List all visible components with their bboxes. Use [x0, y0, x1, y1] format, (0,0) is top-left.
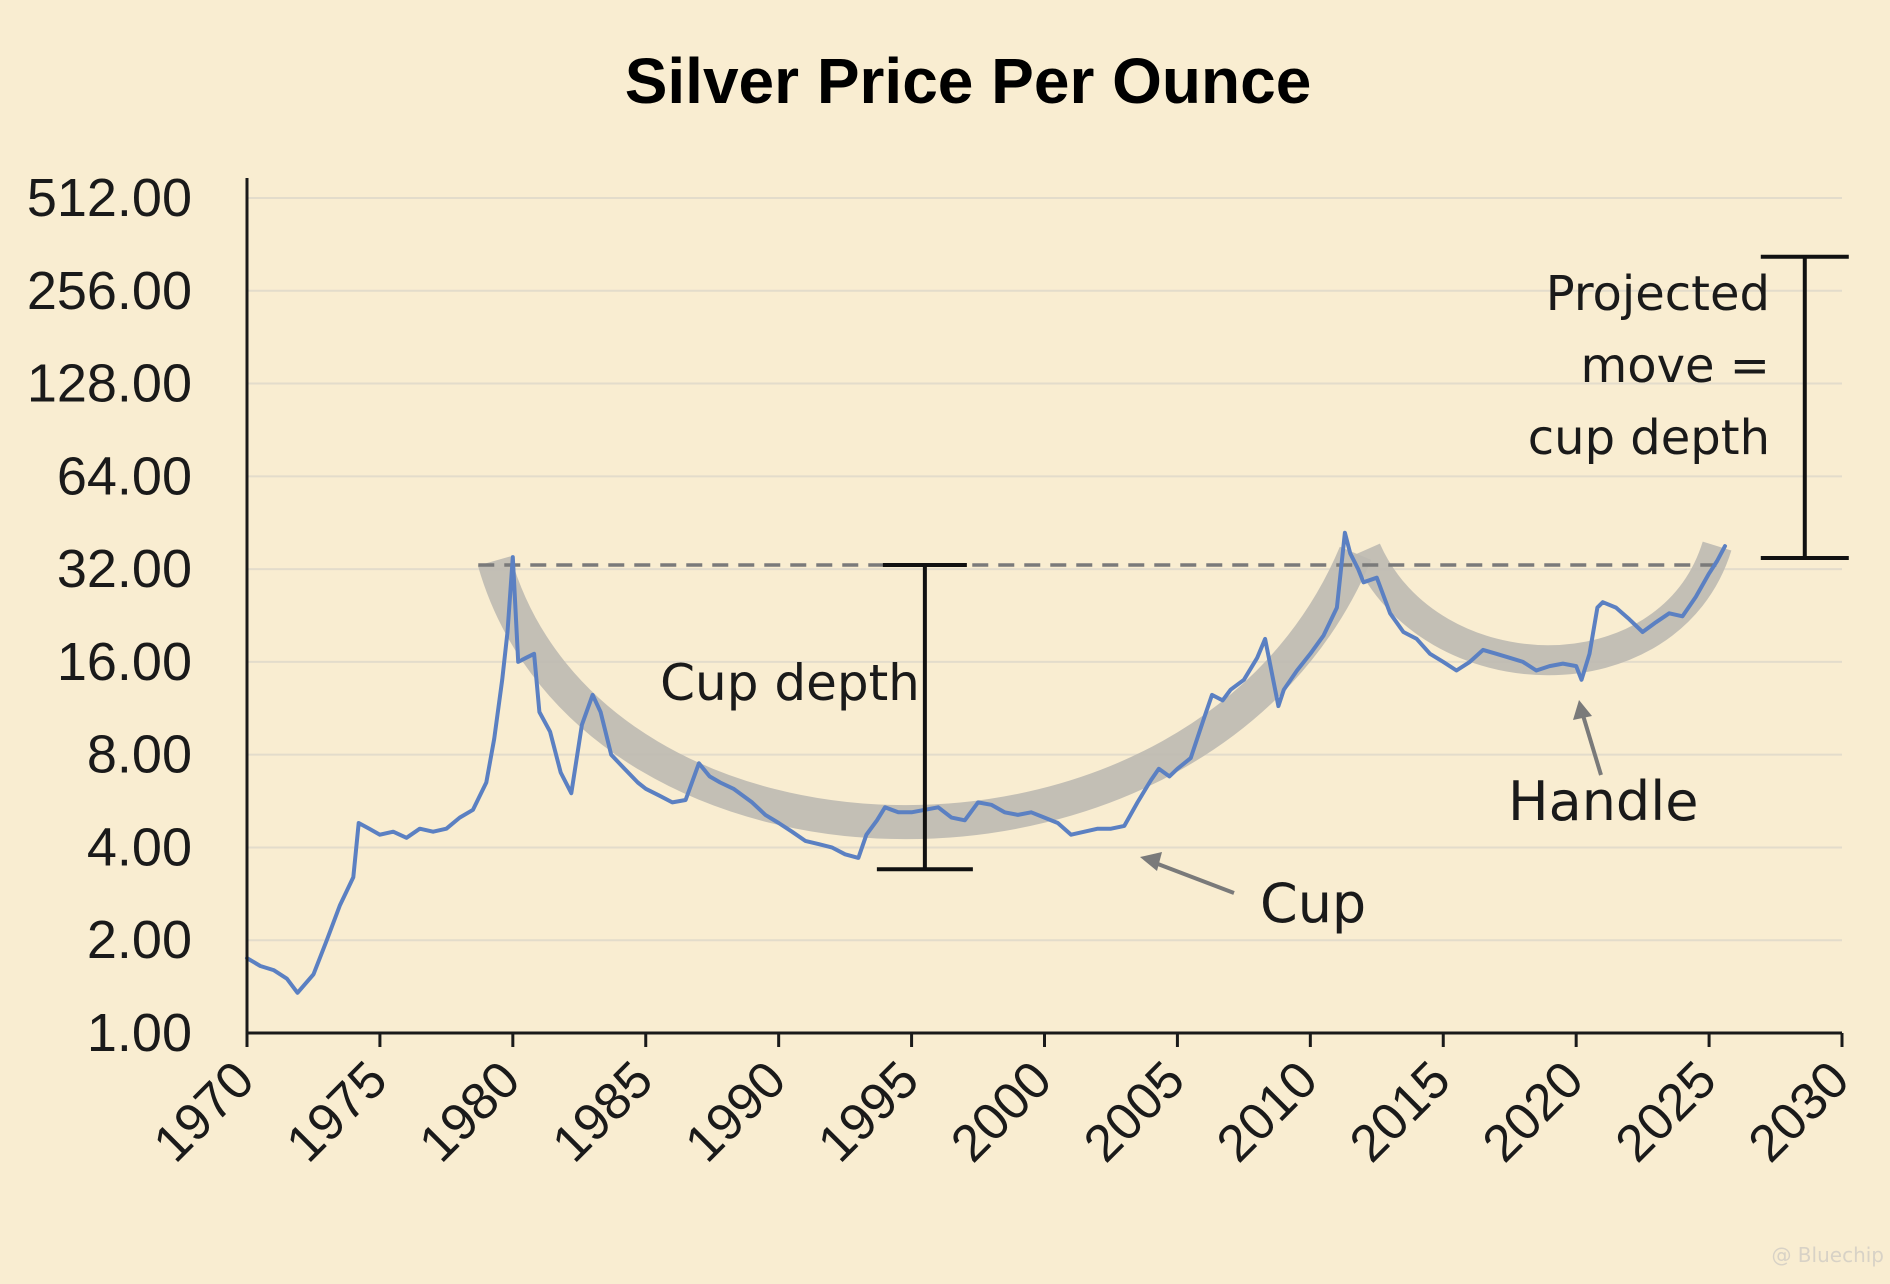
y-tick-label: 128.00 — [27, 354, 192, 414]
x-tick-label: 2010 — [1206, 1050, 1329, 1173]
y-tick-label: 1.00 — [87, 1003, 192, 1063]
watermark: @ Bluechip — [1771, 1243, 1884, 1267]
x-tick-label: 2005 — [1073, 1050, 1196, 1173]
cup-arc — [477, 546, 1372, 839]
projected-label-line2: move = — [1580, 338, 1770, 394]
handle-arrowhead — [1573, 700, 1592, 720]
y-tick-label: 8.00 — [87, 725, 192, 785]
x-tick-label: 1975 — [276, 1050, 399, 1173]
projected-label-line1: Projected — [1546, 266, 1770, 322]
x-tick-label: 1980 — [409, 1050, 532, 1173]
projected-label-line3: cup depth — [1528, 410, 1770, 466]
cup-label: Cup — [1260, 872, 1366, 935]
x-tick-label: 1970 — [143, 1050, 266, 1173]
cup-arrow — [1149, 859, 1235, 895]
y-tick-label: 512.00 — [27, 168, 192, 228]
handle-arc — [1352, 541, 1732, 676]
cup-depth-label: Cup depth — [660, 654, 920, 712]
x-tick-label: 2020 — [1472, 1050, 1595, 1173]
y-tick-label: 2.00 — [87, 910, 192, 970]
series-lines — [245, 530, 1727, 995]
x-tick-labels: 1970 1975 1980 1985 1990 1995 2000 2005 2010 2015… — [143, 1050, 1861, 1173]
axes — [245, 178, 1844, 1047]
handle-arrow — [1580, 711, 1603, 776]
y-tick-label: 16.00 — [57, 632, 192, 692]
x-tick-label: 2000 — [940, 1050, 1063, 1173]
x-tick-label: 2030 — [1738, 1050, 1861, 1173]
x-tick-label: 1990 — [674, 1050, 797, 1173]
pattern-overlays — [477, 541, 1732, 839]
cup-arrowhead — [1140, 852, 1162, 871]
x-tick-label: 2015 — [1339, 1050, 1462, 1173]
x-tick-label: 1985 — [541, 1050, 664, 1173]
annotations: Cup depth Projected move = cup depth Cup… — [660, 254, 1849, 935]
y-tick-label: 4.00 — [87, 817, 192, 877]
y-tick-label: 256.00 — [27, 261, 192, 321]
price-line — [245, 530, 1727, 995]
chart-title: Silver Price Per Ounce — [625, 45, 1312, 117]
y-tick-label: 32.00 — [57, 539, 192, 599]
x-tick-label: 2025 — [1605, 1050, 1728, 1173]
y-tick-labels: 1.00 2.00 4.00 8.00 16.00 32.00 64.00 128.00 256… — [27, 168, 192, 1063]
handle-label: Handle — [1508, 770, 1698, 833]
y-tick-label: 64.00 — [57, 446, 192, 506]
x-tick-label: 1995 — [807, 1050, 930, 1173]
